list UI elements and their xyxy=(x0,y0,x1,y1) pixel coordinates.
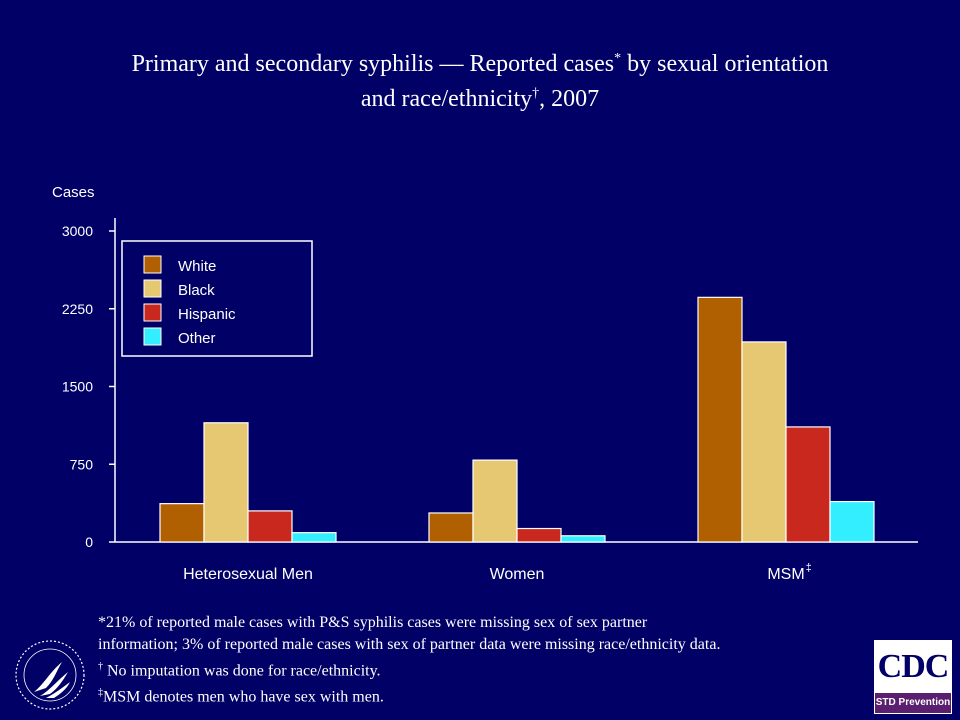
bar-white-1 xyxy=(428,512,474,543)
bar-black-1 xyxy=(472,459,518,543)
chart-title-line1: Primary and secondary syphilis — Reporte… xyxy=(0,44,960,79)
hhs-seal-logo xyxy=(15,640,85,710)
y-tick-label-1: 750 xyxy=(70,456,94,472)
bar-hispanic-2 xyxy=(785,426,831,543)
cdc-logo-text: CDC xyxy=(875,641,951,693)
bar-hispanic-1 xyxy=(516,527,562,543)
chart-title: Primary and secondary syphilis — Reporte… xyxy=(0,44,960,114)
bar-other-2 xyxy=(829,500,875,543)
footnote-2-text: No imputation was done for race/ethnicit… xyxy=(103,662,381,680)
y-tick-label-0: 0 xyxy=(85,534,93,550)
title-text-3: and race/ethnicity xyxy=(360,86,533,112)
footnote-1-line-1: *21% of reported male cases with P&S syp… xyxy=(98,612,898,634)
y-tick-label-4: 3000 xyxy=(62,223,93,239)
x-category-label-1: Women xyxy=(490,566,545,583)
footnote-3: ‡MSM denotes men who have sex with men. xyxy=(98,682,898,708)
footnote-2: † No imputation was done for race/ethnic… xyxy=(98,656,898,682)
legend-swatch-white xyxy=(143,255,162,274)
legend-box xyxy=(121,240,313,357)
x-category-label-0: Heterosexual Men xyxy=(183,566,313,583)
title-text-4: , 2007 xyxy=(539,86,600,112)
legend-swatch-other xyxy=(143,327,162,346)
bar-white-2 xyxy=(697,296,743,543)
legend-label-black: Black xyxy=(178,282,215,299)
legend-label-hispanic: Hispanic xyxy=(178,306,236,323)
y-tick-label-3: 2250 xyxy=(62,301,93,317)
footnotes: *21% of reported male cases with P&S syp… xyxy=(98,612,898,709)
legend-label-white: White xyxy=(178,258,216,275)
x-category-mark-2: ‡ xyxy=(806,562,812,574)
cdc-logo: CDC STD Prevention xyxy=(874,640,952,714)
title-text-1: Primary and secondary syphilis — Reporte… xyxy=(131,51,615,77)
bar-other-1 xyxy=(560,535,606,543)
bar-black-0 xyxy=(203,422,249,543)
footnote-1-text-1: 21% of reported male cases with P&S syph… xyxy=(106,614,648,631)
title-text-2: by sexual orientation xyxy=(621,51,829,77)
footnote-1-line-2: information; 3% of reported male cases w… xyxy=(98,636,721,653)
footnote-3-mark: ‡ xyxy=(98,687,103,699)
y-tick-label-2: 1500 xyxy=(62,379,93,395)
legend-swatch-black xyxy=(143,279,162,298)
bar-hispanic-0 xyxy=(247,510,293,543)
cdc-logo-subtext: STD Prevention xyxy=(875,693,951,713)
footnote-2-mark: † xyxy=(98,661,103,672)
y-axis-label: Cases xyxy=(52,184,95,201)
legend-swatch-hispanic xyxy=(143,303,162,322)
bar-white-0 xyxy=(159,503,205,543)
bar-black-2 xyxy=(741,341,787,543)
footnote-1-mark: * xyxy=(98,614,106,631)
title-mark-2: † xyxy=(532,86,540,101)
title-mark-1: * xyxy=(614,51,622,66)
legend-label-other: Other xyxy=(178,330,216,347)
footnote-3-text: MSM denotes men who have sex with men. xyxy=(103,688,384,706)
chart-title-line2: and race/ethnicity†, 2007 xyxy=(0,79,960,114)
x-category-label-2: MSM xyxy=(767,566,804,583)
bar-other-0 xyxy=(291,532,337,543)
